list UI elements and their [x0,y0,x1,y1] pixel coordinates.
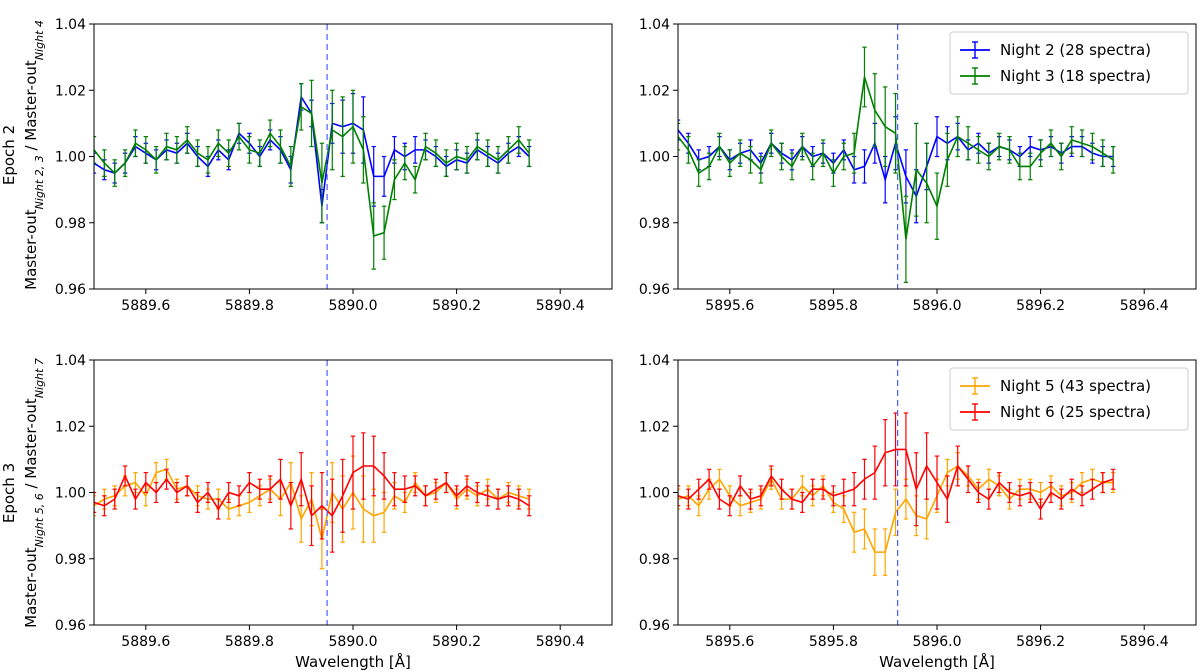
legend: Night 5 (43 spectra) Night 6 (25 spectra) [949,367,1189,431]
panel-epoch2-left: 0.96 0.98 1.00 1.02 1.04 5889.6 5889.8 5890.0 58… [55,17,613,314]
series-line [678,76,1114,240]
xtick-label: 5895.6 [705,634,754,650]
panel-epoch2-right: 0.96 0.98 1.00 1.02 1.04 5895.6 5895.8 5896.0 58… [639,17,1197,314]
legend-label: Night 5 (43 spectra) [1000,377,1151,395]
ytick-label: 1.04 [55,17,86,33]
series-night-3-18-spectra- [94,79,532,270]
plot-area [678,360,1116,625]
series-night-6-25-spectra- [94,432,532,553]
ylabel-epoch2: Master-outNight 2, 3 / Master-outNight 4 [22,20,46,290]
legend: Night 2 (28 spectra) Night 3 (18 spectra) [949,31,1189,95]
ytick-label: 1.00 [639,150,670,166]
ytick-label: 0.96 [639,282,670,298]
panel-epoch3-left: 0.96 0.98 1.00 1.02 1.04 5889.6 5889.8 5890.0 58… [55,353,613,650]
xtick-label: 5895.8 [809,634,858,650]
row-label-epoch2: Epoch 2 [0,125,18,185]
xtick-label: 5890.4 [536,634,585,650]
ytick-label: 1.00 [639,486,670,502]
plot-area [94,360,532,625]
xtick-label: 5889.8 [225,298,274,314]
legend-label: Night 2 (28 spectra) [1000,41,1151,59]
xtick-label: 5896.0 [913,634,962,650]
series-night-3-18-spectra- [678,46,1116,283]
ylabel-epoch3: Master-outNight 5, 6 / Master-outNight 7 [22,358,46,628]
xtick-label: 5889.8 [225,634,274,650]
ytick-label: 0.96 [55,282,86,298]
xtick-label: 5889.6 [121,298,170,314]
xtick-label: 5890.0 [329,298,378,314]
xtick-label: 5890.2 [432,634,481,650]
ytick-label: 1.00 [55,150,86,166]
epoch3-ylabel: Master-outNight 5, 6 / Master-outNight 7 [22,358,46,628]
epoch3-label: Epoch 3 [0,463,18,523]
legend-label: Night 3 (18 spectra) [1000,67,1151,85]
xtick-label: 5896.4 [1120,298,1169,314]
series-line [94,465,530,518]
xtick-label: 5890.0 [329,634,378,650]
series-line [94,105,530,238]
xtick-label: 5889.6 [121,634,170,650]
epoch2-label: Epoch 2 [0,125,18,185]
ytick-label: 0.96 [55,618,86,634]
ytick-label: 0.98 [55,552,86,568]
plot-area [94,24,532,289]
panels: 0.96 0.98 1.00 1.02 1.04 5889.6 5889.8 5890.0 58… [55,17,1197,650]
ytick-label: 1.04 [639,353,670,369]
xtick-label: 5895.6 [705,298,754,314]
series-line [678,448,1114,511]
ytick-label: 1.02 [55,83,86,99]
ytick-label: 1.04 [639,17,670,33]
legend-label: Night 6 (25 spectra) [1000,403,1151,421]
panel-epoch3-right: 0.96 0.98 1.00 1.02 1.04 5895.6 5895.8 5896.0 58… [639,353,1197,650]
xtick-label: 5896.2 [1016,634,1065,650]
ytick-label: 0.98 [639,552,670,568]
ytick-label: 0.98 [639,216,670,232]
plot-area [678,24,1116,289]
legend-box [949,367,1189,431]
xtick-label: 5895.8 [809,298,858,314]
row-label-epoch3: Epoch 3 [0,463,18,523]
xtick-label: 5890.2 [432,298,481,314]
legend-box [949,31,1189,95]
series-night-6-25-spectra- [678,412,1116,527]
ytick-label: 1.02 [639,83,670,99]
xtick-label: 5896.0 [913,298,962,314]
xtick-label: 5896.2 [1016,298,1065,314]
xlabel-left: Wavelength [Å] [295,652,411,671]
ytick-label: 1.02 [639,419,670,435]
ytick-label: 0.98 [55,216,86,232]
xlabel-right: Wavelength [Å] [879,652,995,671]
ytick-label: 1.00 [55,486,86,502]
xtick-label: 5896.4 [1120,634,1169,650]
ytick-label: 0.96 [639,618,670,634]
ytick-label: 1.04 [55,353,86,369]
epoch2-ylabel: Master-outNight 2, 3 / Master-outNight 4 [22,20,46,290]
ytick-label: 1.02 [55,419,86,435]
xtick-label: 5890.4 [536,298,585,314]
